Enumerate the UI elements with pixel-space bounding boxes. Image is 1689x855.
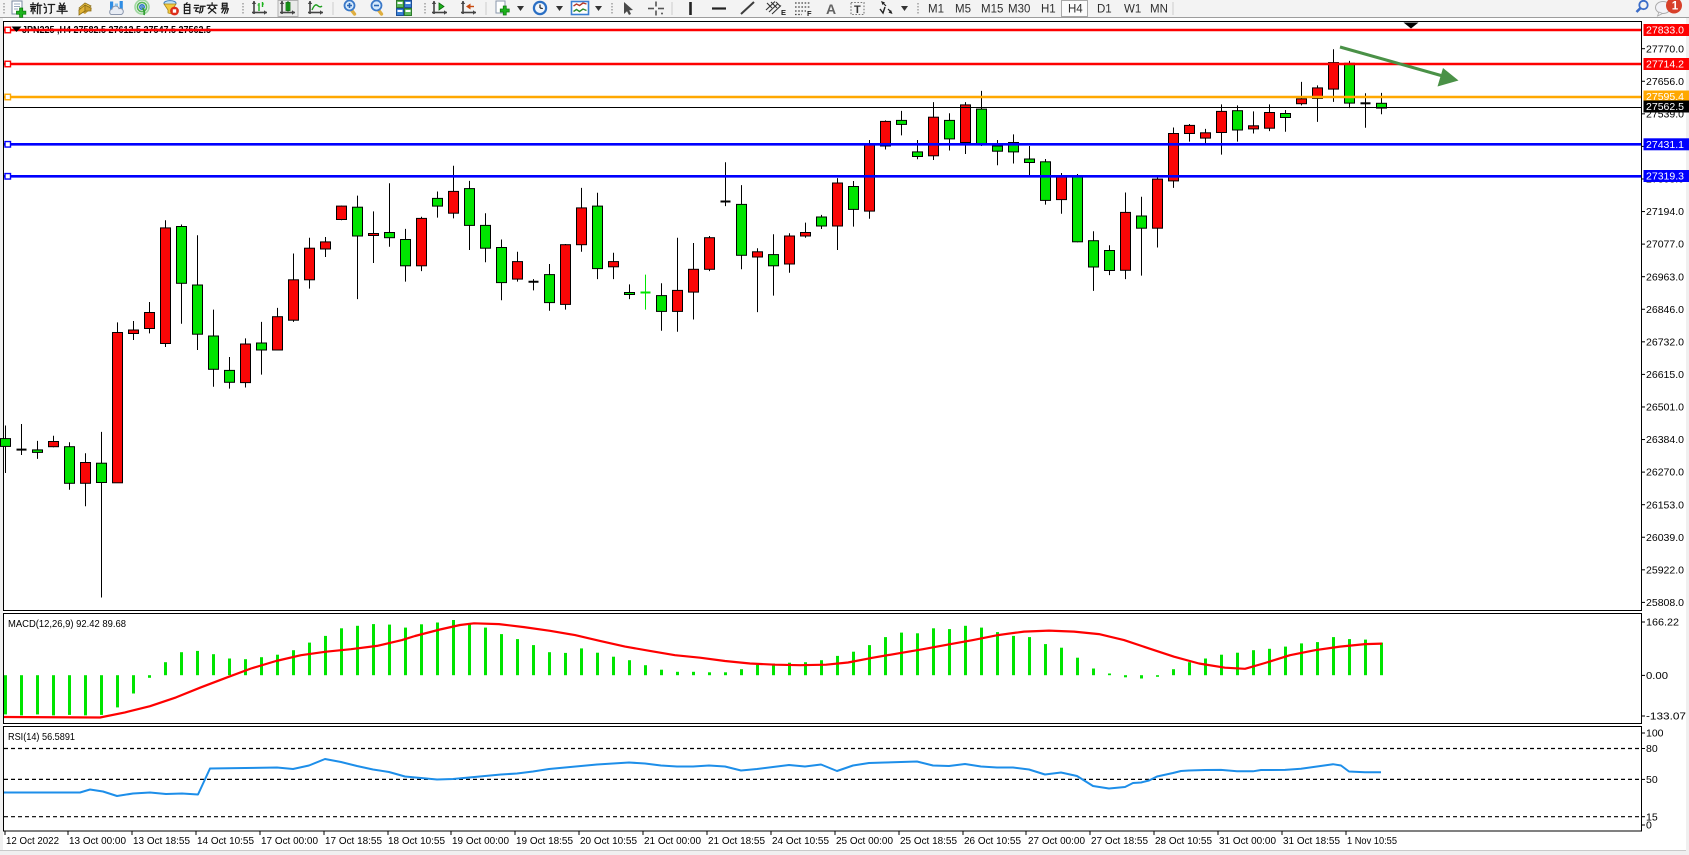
svg-text:28 Oct 10:55: 28 Oct 10:55 [1155,835,1212,847]
svg-text:166.22: 166.22 [1646,617,1679,629]
svg-text:1: 1 [1672,1,1679,13]
svg-text:27656.0: 27656.0 [1646,76,1684,88]
svg-text:26270.0: 26270.0 [1646,467,1684,479]
svg-text:D1: D1 [1097,4,1112,16]
svg-text:M30: M30 [1008,4,1030,16]
svg-text:21 Oct 18:55: 21 Oct 18:55 [708,835,765,847]
svg-text:M5: M5 [955,4,971,16]
svg-text:26 Oct 10:55: 26 Oct 10:55 [964,835,1021,847]
svg-text:25922.0: 25922.0 [1646,564,1684,576]
svg-text:21 Oct 00:00: 21 Oct 00:00 [644,835,701,847]
svg-text:F: F [807,9,812,18]
svg-text:26384.0: 26384.0 [1646,434,1684,446]
svg-text:31 Oct 18:55: 31 Oct 18:55 [1283,835,1340,847]
svg-text:19 Oct 00:00: 19 Oct 00:00 [452,835,509,847]
svg-text:A: A [826,1,836,17]
svg-text:27 Oct 18:55: 27 Oct 18:55 [1091,835,1148,847]
svg-text:1 Nov 10:55: 1 Nov 10:55 [1347,835,1397,847]
svg-text:0.00: 0.00 [1646,670,1668,682]
svg-text:27077.0: 27077.0 [1646,239,1684,251]
svg-text:26153.0: 26153.0 [1646,499,1684,511]
svg-text:31 Oct 00:00: 31 Oct 00:00 [1219,835,1276,847]
svg-text:20 Oct 10:55: 20 Oct 10:55 [580,835,637,847]
svg-text:24 Oct 10:55: 24 Oct 10:55 [772,835,829,847]
svg-text:27595.4: 27595.4 [1646,91,1684,103]
svg-text:0: 0 [1646,820,1652,832]
svg-text:H1: H1 [1041,4,1056,16]
svg-text:M15: M15 [981,4,1003,16]
svg-text:19 Oct 18:55: 19 Oct 18:55 [516,835,573,847]
svg-text:26963.0: 26963.0 [1646,271,1684,283]
svg-text:RSI(14) 56.5891: RSI(14) 56.5891 [8,731,75,743]
svg-text:14 Oct 10:55: 14 Oct 10:55 [197,835,254,847]
svg-text:MACD(12,26,9) 92.42 89.68: MACD(12,26,9) 92.42 89.68 [8,618,126,630]
svg-text:27 Oct 00:00: 27 Oct 00:00 [1028,835,1085,847]
svg-text:-133.07: -133.07 [1646,711,1686,723]
svg-text:26846.0: 26846.0 [1646,304,1684,316]
svg-text:13 Oct 00:00: 13 Oct 00:00 [69,835,126,847]
svg-text:26732.0: 26732.0 [1646,336,1684,348]
svg-text:80: 80 [1646,743,1658,755]
svg-text:25808.0: 25808.0 [1646,597,1684,609]
svg-text:H4: H4 [1068,4,1083,16]
svg-text:27562.5: 27562.5 [1646,101,1684,113]
svg-text:27714.2: 27714.2 [1646,59,1684,71]
svg-text:T: T [854,4,861,16]
svg-text:13 Oct 18:55: 13 Oct 18:55 [133,835,190,847]
svg-text:27833.0: 27833.0 [1646,25,1684,37]
svg-text:26039.0: 26039.0 [1646,532,1684,544]
svg-text:27194.0: 27194.0 [1646,206,1684,218]
svg-text:100: 100 [1646,728,1664,740]
svg-text:25 Oct 00:00: 25 Oct 00:00 [836,835,893,847]
svg-text:17 Oct 18:55: 17 Oct 18:55 [325,835,382,847]
svg-text:E: E [781,8,786,17]
svg-text:18 Oct 10:55: 18 Oct 10:55 [388,835,445,847]
svg-text:27770.0: 27770.0 [1646,43,1684,55]
svg-text:17 Oct 00:00: 17 Oct 00:00 [261,835,318,847]
svg-text:26615.0: 26615.0 [1646,369,1684,381]
svg-text:W1: W1 [1124,4,1141,16]
svg-text:25 Oct 18:55: 25 Oct 18:55 [900,835,957,847]
svg-text:27319.3: 27319.3 [1646,171,1684,183]
svg-text:MN: MN [1150,4,1168,16]
svg-text:M1: M1 [928,4,944,16]
svg-text:12 Oct 2022: 12 Oct 2022 [6,835,59,847]
svg-text:26501.0: 26501.0 [1646,402,1684,414]
svg-text:50: 50 [1646,774,1658,786]
svg-text:27431.1: 27431.1 [1646,139,1684,151]
svg-text:15: 15 [1646,811,1658,823]
